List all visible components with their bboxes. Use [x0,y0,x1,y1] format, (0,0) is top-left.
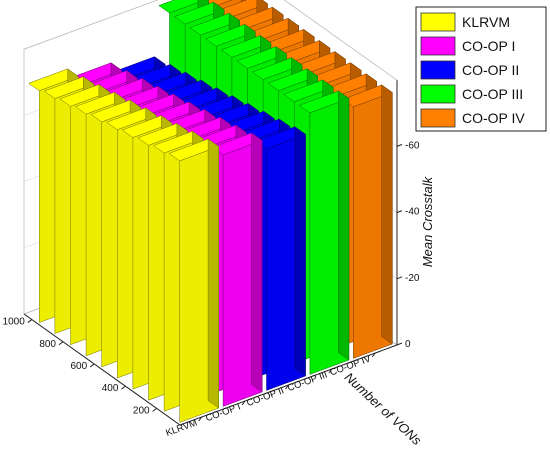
legend-swatch [420,60,456,80]
x-tick [89,363,95,368]
category-tick [198,416,203,422]
bar [168,138,220,423]
category-tick [241,400,246,406]
x-tick-label: 400 [102,383,119,394]
legend-swatch [420,108,456,128]
z-tick-label: 0 [405,339,411,350]
bar-side-face [251,132,263,393]
legend-label: CO-OP IV [462,110,525,126]
category-tick [371,352,376,358]
x-tick [58,341,64,346]
bar [298,90,350,375]
z-tick [396,342,403,346]
z-tick-label: -20 [405,273,420,284]
legend-label: CO-OP I [462,38,515,54]
bar-side-face [207,138,219,409]
x-axis-label: Number of VONs [342,369,425,448]
legend-swatch [420,36,456,56]
bar [211,132,263,407]
x-tick-label: 200 [133,405,150,416]
bar-side-face [294,126,306,377]
x-tick-label: 600 [71,361,88,372]
legend-label: KLRVM [462,14,510,30]
x-axis-line [23,313,181,426]
z-tick-label: -40 [405,207,420,218]
bar [255,126,307,391]
legend-label: CO-OP III [462,86,523,102]
category-tick [285,384,289,390]
x-tick-label: 1000 [3,317,26,328]
z-tick [396,276,403,280]
bar [342,84,393,359]
z-tick [396,210,403,214]
legend-swatch [420,12,456,32]
x-tick [27,319,33,323]
z-tick-label: -60 [405,140,420,151]
bar-side-face [381,84,393,345]
bars [28,0,393,423]
legend: KLRVM CO-OP I CO-OP II CO-OP III CO-OP IV [415,6,547,132]
bar-side-face [338,90,350,361]
legend-label: CO-OP II [462,62,519,78]
z-tick [396,143,403,147]
category-tick [328,368,333,374]
x-tick [121,385,126,390]
legend-swatch [420,84,456,104]
x-tick [152,407,157,412]
z-axis-label: Mean Crosstalk [420,175,435,267]
x-tick-label: 800 [39,339,56,350]
